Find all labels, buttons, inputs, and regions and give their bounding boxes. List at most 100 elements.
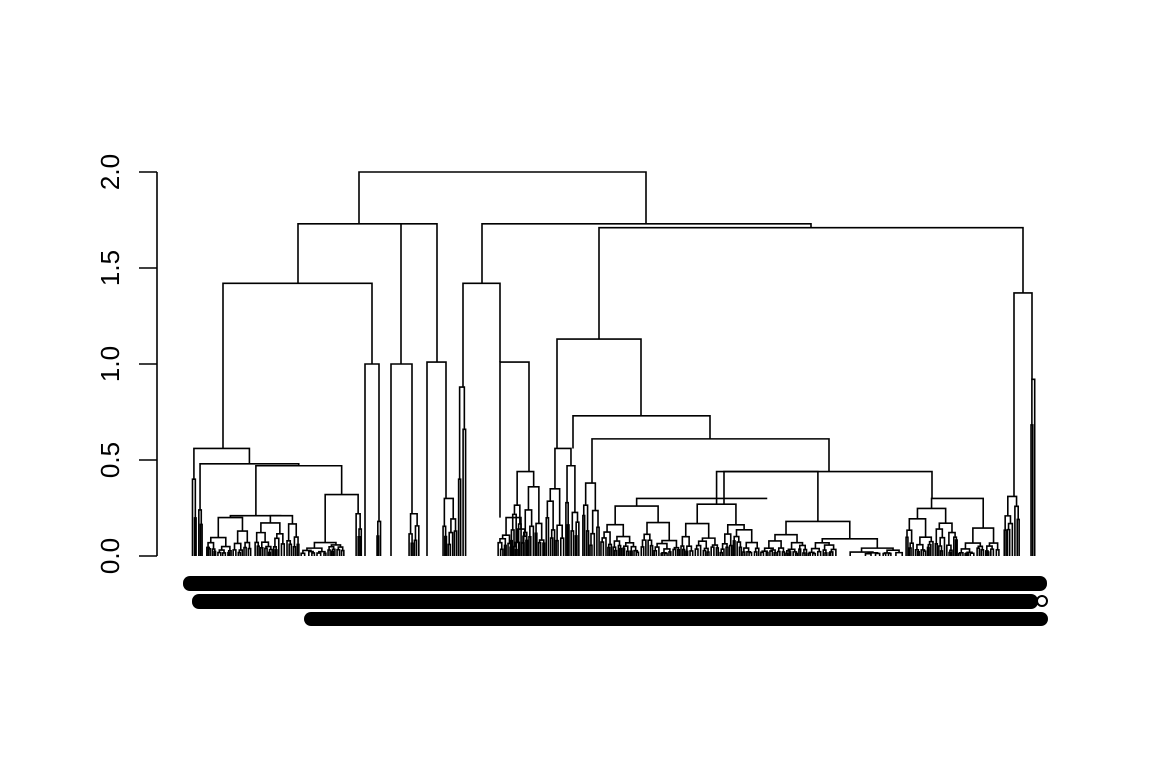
dendrogram-link [607, 546, 611, 556]
dendrogram-link [788, 551, 792, 556]
dendrogram-link [267, 551, 272, 556]
dendrogram-link [229, 514, 282, 518]
dendrogram-link [510, 529, 515, 556]
dendrogram-link [770, 549, 776, 553]
dendrogram-link [591, 438, 830, 484]
dendrogram-link [572, 415, 711, 449]
dendrogram-link [938, 545, 943, 556]
dendrogram-link [874, 552, 881, 556]
dendrogram-link [193, 517, 197, 556]
dendrogram-link [807, 552, 812, 556]
leaf-label-row [192, 594, 1038, 609]
dendrogram-link [570, 530, 575, 556]
dendrogram-link [685, 550, 689, 556]
dendrogram-link [274, 537, 280, 556]
dendrogram-link [811, 552, 817, 556]
dendrogram-link [808, 551, 815, 554]
dendrogram-link [297, 223, 402, 364]
dendrogram-link [574, 535, 578, 556]
dendrogram-link [542, 542, 546, 556]
dendrogram-link [676, 548, 681, 556]
dendrogram-link [928, 540, 934, 556]
dendrogram-link [254, 541, 260, 556]
dendrogram-link [882, 552, 887, 556]
dendrogram-link [765, 551, 769, 556]
dendrogram-link [908, 547, 912, 556]
dendrogram-link [938, 522, 953, 533]
dendrogram-link [798, 548, 802, 556]
dendrogram-link [768, 540, 782, 549]
dendrogram-link [966, 551, 973, 554]
dendrogram-link [926, 546, 930, 556]
dendrogram-link [681, 535, 690, 547]
dendrogram-link [814, 542, 830, 549]
dendrogram-link [864, 552, 872, 556]
dendrogram-link [728, 544, 733, 556]
dendrogram-link [364, 363, 380, 556]
dendrogram-link [327, 549, 331, 556]
dendrogram-link [524, 509, 533, 533]
leaf-label-mark [1036, 595, 1048, 607]
dendrogram-link [626, 550, 630, 556]
dendrogram-link [556, 338, 642, 449]
dendrogram-link [919, 536, 933, 545]
dendrogram-link [585, 530, 590, 556]
dendrogram-link [238, 549, 244, 556]
dendrogram-link [732, 540, 736, 556]
dendrogram-link [689, 550, 694, 556]
dendrogram-link [616, 535, 631, 543]
dendrogram-link [733, 535, 740, 543]
dendrogram-link [617, 544, 622, 556]
dendrogram-link [953, 536, 958, 556]
dendrogram-link [702, 549, 707, 556]
dendrogram-link [443, 497, 455, 527]
dendrogram-link [236, 530, 249, 544]
dendrogram-link [916, 543, 924, 550]
dendrogram-link [922, 550, 927, 556]
dendrogram-link [694, 548, 699, 556]
dendrogram-link [776, 550, 781, 556]
dendrogram-link [821, 538, 879, 549]
dendrogram-link [763, 547, 774, 552]
dendrogram-link [571, 511, 579, 531]
dendrogram-link [824, 552, 828, 556]
dendrogram-link [816, 550, 822, 556]
dendrogram-link [458, 386, 466, 480]
dendrogram-link [1014, 505, 1019, 556]
dendrogram-link [742, 551, 746, 556]
dendrogram-link [656, 542, 668, 549]
dendrogram-link [754, 547, 760, 556]
dendrogram-link [1006, 528, 1011, 556]
dendrogram-link [292, 546, 297, 556]
dendrogram-link [1031, 378, 1036, 556]
dendrogram-link [237, 551, 242, 556]
dendrogram-link [684, 522, 710, 539]
y-tick-label: 2.0 [95, 154, 125, 190]
dendrogram-link [794, 552, 799, 556]
dendrogram-link [774, 533, 798, 543]
dendrogram-link [457, 478, 462, 556]
dendrogram-link [522, 531, 528, 556]
dendrogram-link [559, 537, 565, 556]
dendrogram-link [199, 523, 203, 556]
dendrogram-link [721, 542, 728, 550]
dendrogram-link [600, 541, 605, 556]
dendrogram-link [641, 539, 647, 556]
dendrogram-link [330, 544, 342, 548]
dendrogram-link [453, 530, 458, 556]
dendrogram-link [934, 543, 939, 556]
dendrogram-link [1013, 292, 1033, 497]
dendrogram-link [972, 527, 995, 544]
dendrogram-link [227, 551, 231, 556]
dendrogram-link [462, 428, 467, 556]
dendrogram-link [287, 523, 298, 541]
dendrogram-link [1030, 424, 1034, 556]
dendrogram-link [256, 545, 260, 556]
dendrogram-link [612, 546, 617, 556]
dendrogram-link [255, 531, 266, 543]
dendrogram-link [357, 536, 361, 556]
dendrogram-link [802, 552, 806, 556]
dendrogram-link [316, 552, 322, 556]
dendrogram-link [706, 551, 710, 556]
dendrogram-link [408, 533, 413, 556]
